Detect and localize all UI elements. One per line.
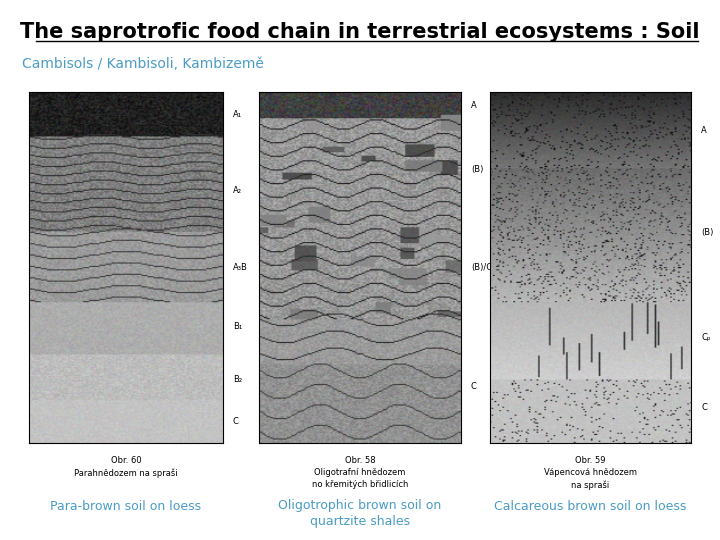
Text: C: C [701, 403, 707, 412]
Text: Cambisols / Kambisoli, Kambizemě: Cambisols / Kambisoli, Kambizemě [22, 57, 264, 71]
Text: B₁: B₁ [233, 322, 242, 332]
Text: Calcareous brown soil on loess: Calcareous brown soil on loess [494, 500, 687, 512]
Text: (B)/C: (B)/C [471, 263, 492, 272]
Text: A₂: A₂ [233, 186, 242, 194]
Text: Oligotrophic brown soil on
quartzite shales: Oligotrophic brown soil on quartzite sha… [279, 500, 441, 529]
Text: B₂: B₂ [233, 375, 242, 384]
Text: A: A [701, 126, 707, 135]
Text: Cₚ: Cₚ [701, 333, 711, 342]
Text: Obr. 60
Parahnědozem na spraši: Obr. 60 Parahnědozem na spraši [74, 456, 178, 478]
Text: The saprotrofic food chain in terrestrial ecosystems : Soil: The saprotrofic food chain in terrestria… [20, 22, 700, 42]
Text: C: C [233, 417, 239, 426]
Text: C: C [471, 382, 477, 391]
Text: A₃B: A₃B [233, 263, 248, 272]
Text: Obr. 58
Oligotrafní hnědozem
no křemitých břidlicích: Obr. 58 Oligotrafní hnědozem no křemitýc… [312, 456, 408, 489]
Text: A₁: A₁ [233, 110, 242, 119]
Text: Para-brown soil on loess: Para-brown soil on loess [50, 500, 202, 512]
Text: A: A [471, 102, 477, 110]
Text: Obr. 59
Vápencová hnědozem
na spraši: Obr. 59 Vápencová hnědozem na spraši [544, 456, 637, 490]
Text: (B): (B) [701, 228, 714, 237]
Text: (B): (B) [471, 165, 483, 173]
